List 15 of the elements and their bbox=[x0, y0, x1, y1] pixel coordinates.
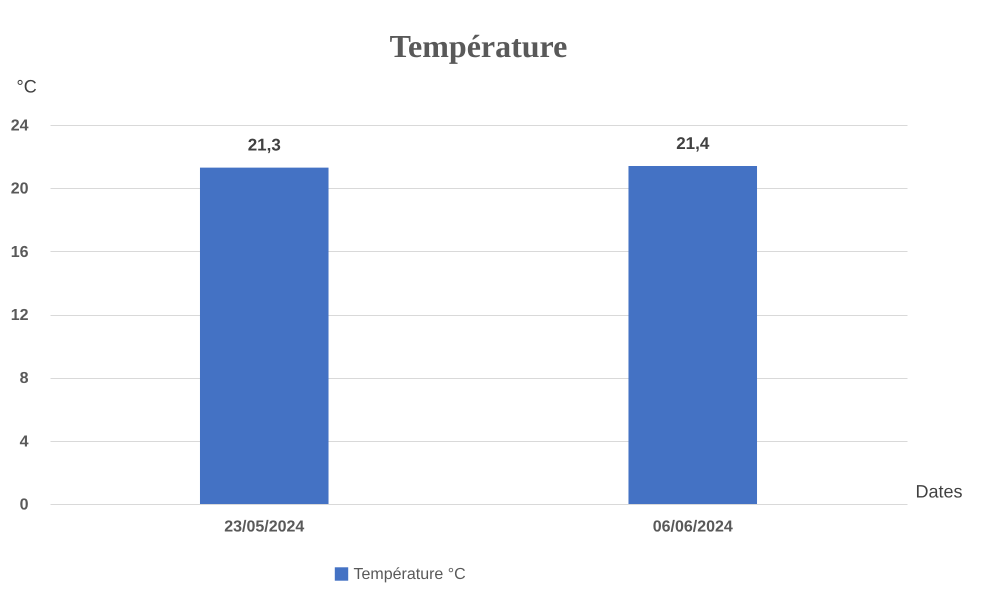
legend-label: Température °C bbox=[354, 566, 466, 583]
y-tick-label: 4 bbox=[20, 433, 29, 450]
y-tick-label: 16 bbox=[10, 244, 29, 261]
x-tick-label: 23/05/2024 bbox=[224, 518, 304, 536]
y-tick-label: 20 bbox=[10, 180, 29, 198]
x-axis-title: Dates bbox=[916, 482, 963, 502]
y-tick-label: 24 bbox=[10, 118, 29, 134]
data-label: 21,4 bbox=[676, 134, 710, 154]
y-tick-label: 12 bbox=[10, 307, 29, 324]
y-tick-label: 8 bbox=[20, 370, 29, 388]
data-label: 21,3 bbox=[248, 136, 281, 155]
y-axis-title: °C bbox=[16, 76, 37, 96]
y-tick-label: 0 bbox=[20, 496, 29, 514]
x-tick-label: 06/06/2024 bbox=[652, 518, 733, 536]
chart-title: Température bbox=[390, 28, 568, 64]
